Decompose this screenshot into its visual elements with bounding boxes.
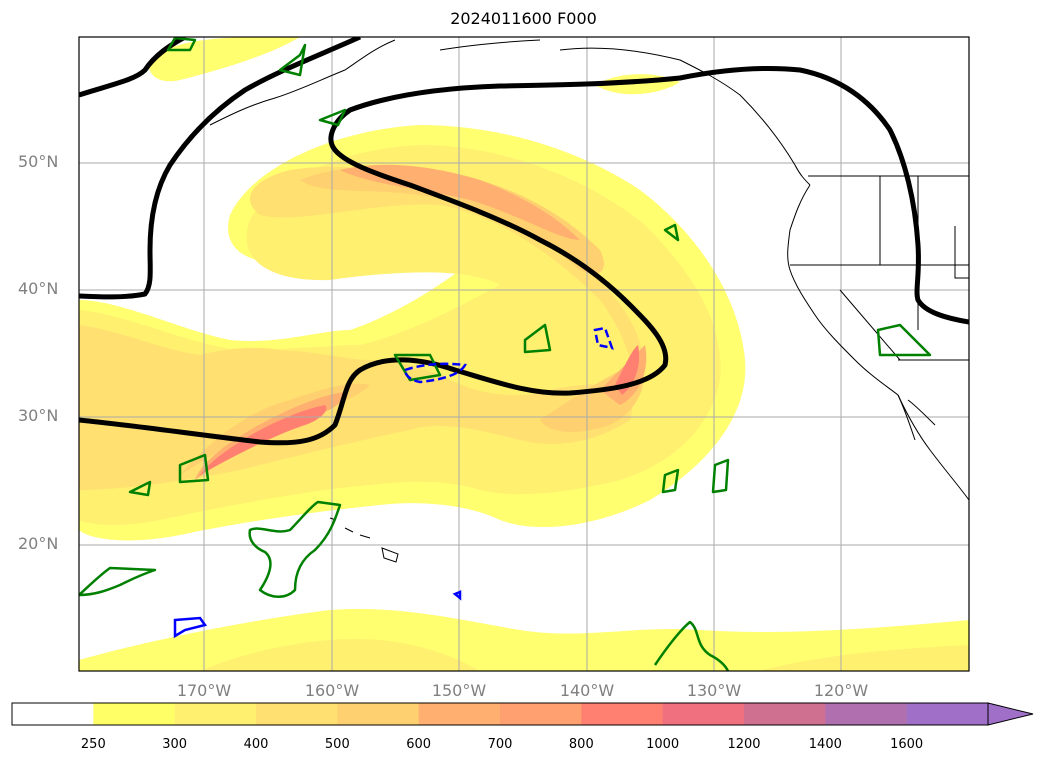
- colorbar-tick-label: 1600: [890, 737, 924, 752]
- colorbar-tick-label: 600: [406, 737, 432, 752]
- colorbar-segment: [93, 703, 176, 725]
- blue-contour-4: [452, 590, 462, 601]
- green-contour-6: [523, 323, 552, 354]
- lon-label-150w: 150°W: [431, 681, 487, 700]
- green-contour-7: [318, 108, 347, 127]
- lat-label-20: 20°N: [18, 534, 59, 553]
- green-contour-10: [876, 323, 932, 357]
- green-contour-1: [178, 453, 210, 484]
- colorbar-tick-label: 300: [162, 737, 188, 752]
- colorbar-segment: [906, 703, 989, 725]
- colorbar: [11, 702, 1034, 726]
- lat-label-50: 50°N: [18, 152, 59, 171]
- colorbar-segment: [662, 703, 745, 725]
- colorbar-segment: [581, 703, 664, 725]
- colorbar-segment: [337, 703, 420, 725]
- colorbar-frame: [11, 702, 989, 726]
- lon-label-170w: 170°W: [176, 681, 232, 700]
- green-contour-2: [128, 480, 152, 497]
- ivt-band-500: [180, 166, 644, 475]
- blue-contour-1: [403, 362, 467, 384]
- lon-label-120w: 120°W: [813, 681, 869, 700]
- colorbar-tick-label: 1400: [808, 737, 842, 752]
- blue-contours: [173, 326, 614, 639]
- colorbar-segment: [418, 703, 501, 725]
- colorbar-segment: [256, 703, 338, 725]
- colorbar-tick-label: 700: [487, 737, 513, 752]
- colorbar-segment: [12, 703, 94, 725]
- ivt-band-400: [79, 166, 642, 490]
- lon-label-140w: 140°W: [559, 681, 615, 700]
- map-plot-area: [79, 37, 969, 671]
- colorbar-tick-label: 1000: [646, 737, 680, 752]
- colorbar-tick-label: 500: [324, 737, 350, 752]
- hawaii-islands: [329, 517, 399, 563]
- green-contours: [79, 37, 932, 671]
- green-contour-13: [653, 620, 730, 671]
- colorbar-tick-label: 250: [80, 737, 106, 752]
- ivt-band-north: [149, 37, 680, 95]
- ivt-fill: [79, 37, 969, 671]
- ivt-band-south-inner: [200, 639, 969, 671]
- lat-label-40: 40°N: [18, 279, 59, 298]
- north-america-west-coast: [787, 184, 969, 501]
- lat-label-30: 30°N: [18, 406, 59, 425]
- alaska-aleutians-coast: [209, 39, 811, 186]
- blue-contour-2: [593, 326, 614, 350]
- colorbar-tick-label: 400: [243, 737, 269, 752]
- green-contour-4: [79, 566, 157, 597]
- baja-california: [897, 394, 936, 441]
- lon-label-130w: 130°W: [686, 681, 742, 700]
- green-contour-9: [663, 223, 680, 242]
- blue-contour-3: [173, 616, 208, 639]
- colorbar-tick-label: 800: [568, 737, 594, 752]
- map-title: 2024011600 F000: [450, 9, 597, 28]
- colorbar-segment: [500, 703, 582, 725]
- green-contour-8: [278, 43, 307, 77]
- black-contour-west: [79, 37, 362, 300]
- colorbar-segment: [744, 703, 826, 725]
- green-contour-11: [661, 468, 680, 494]
- green-contour-14: [166, 37, 197, 52]
- colorbar-segment: [174, 703, 257, 725]
- lon-label-160w: 160°W: [304, 681, 360, 700]
- green-contour-5: [393, 353, 442, 382]
- colorbar-tick-label: 1200: [727, 737, 761, 752]
- black-contour-main: [79, 65, 969, 446]
- map-frame: [78, 36, 970, 672]
- colorbar-segment: [825, 703, 908, 725]
- green-contour-12: [711, 458, 730, 494]
- green-contour-3: [248, 500, 342, 598]
- colorbar-extend-arrow: [987, 702, 1034, 726]
